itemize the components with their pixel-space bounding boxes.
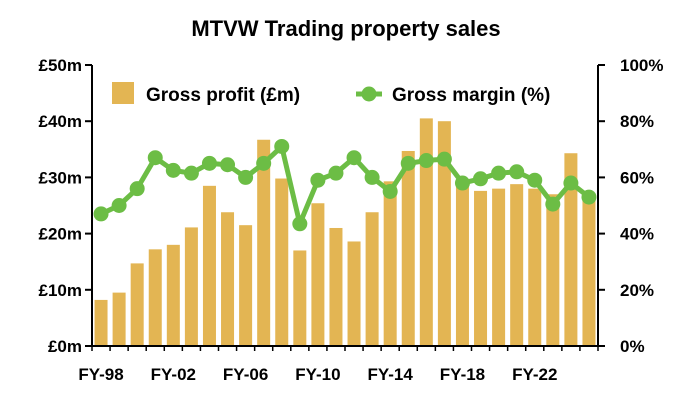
x-tick-label: FY-98 <box>78 365 123 384</box>
margin-point-FY-99 <box>111 198 127 213</box>
chart-title: MTVW Trading property sales <box>191 16 500 41</box>
left-tick-label: £0m <box>48 337 82 356</box>
bar-FY-17 <box>437 121 451 346</box>
left-tick-label: £40m <box>39 112 82 131</box>
left-tick-label: £10m <box>39 281 82 300</box>
bar-FY-98 <box>94 299 108 346</box>
line-series <box>93 138 597 232</box>
left-tick-label: £20m <box>39 225 82 244</box>
margin-point-FY-05 <box>220 157 236 173</box>
legend-line-marker <box>361 86 377 102</box>
margin-point-FY-10 <box>310 172 326 188</box>
margin-point-FY-25 <box>581 189 597 205</box>
bar-FY-03 <box>184 227 198 346</box>
bar-FY-01 <box>148 249 162 346</box>
bar-FY-00 <box>130 263 144 346</box>
right-tick-label: 20% <box>620 281 654 300</box>
margin-point-FY-23 <box>545 196 561 212</box>
bar-FY-18 <box>455 181 469 346</box>
margin-point-FY-17 <box>436 151 452 167</box>
margin-point-FY-04 <box>201 155 217 171</box>
margin-point-FY-12 <box>346 150 362 166</box>
margin-point-FY-07 <box>256 155 272 171</box>
bar-FY-16 <box>419 118 433 346</box>
margin-point-FY-06 <box>238 169 254 185</box>
right-tick-label: 40% <box>620 225 654 244</box>
margin-point-FY-20 <box>491 165 507 181</box>
legend-line-label: Gross margin (%) <box>392 85 550 106</box>
margin-point-FY-13 <box>364 169 380 185</box>
bar-FY-15 <box>401 150 415 346</box>
bar-FY-21 <box>510 184 524 346</box>
margin-point-FY-08 <box>274 138 290 154</box>
margin-point-FY-01 <box>147 150 163 166</box>
margin-point-FY-21 <box>509 164 525 180</box>
bar-FY-24 <box>564 153 578 346</box>
bar-FY-23 <box>546 194 560 346</box>
left-tick-label: £30m <box>39 168 82 187</box>
bar-FY-07 <box>257 139 271 346</box>
bar-FY-20 <box>492 188 506 346</box>
bar-FY-06 <box>239 225 253 346</box>
bar-FY-13 <box>365 212 379 346</box>
margin-point-FY-98 <box>93 206 109 222</box>
margin-point-FY-03 <box>183 165 199 181</box>
x-tick-label: FY-02 <box>151 365 196 384</box>
bar-FY-25 <box>582 198 596 346</box>
axes: £0m £10m £20m £30m £40m £50m 0% 20% 40% 60% 80% 100… <box>39 56 664 384</box>
x-tick-label: FY-18 <box>440 365 485 384</box>
bar-series <box>94 118 596 346</box>
x-tick-label: FY-22 <box>512 365 557 384</box>
right-tick-label: 80% <box>620 112 654 131</box>
bar-FY-05 <box>221 212 235 346</box>
left-tick-label: £50m <box>39 56 82 75</box>
bar-FY-11 <box>329 227 343 346</box>
legend: Gross profit (£m) Gross margin (%) <box>112 82 550 106</box>
margin-point-FY-16 <box>418 153 434 169</box>
bar-FY-19 <box>474 190 488 346</box>
bar-FY-12 <box>347 241 361 346</box>
bar-FY-09 <box>293 250 307 346</box>
bar-FY-10 <box>311 203 325 346</box>
bar-FY-02 <box>166 244 180 346</box>
bar-FY-22 <box>528 188 542 346</box>
margin-point-FY-11 <box>328 165 344 181</box>
margin-point-FY-15 <box>400 155 416 171</box>
legend-bar-label: Gross profit (£m) <box>146 85 300 106</box>
right-tick-label: 0% <box>620 337 645 356</box>
margin-point-FY-14 <box>382 183 398 199</box>
margin-point-FY-24 <box>563 175 579 191</box>
bar-FY-08 <box>275 178 289 346</box>
x-tick-label: FY-14 <box>367 365 413 384</box>
bar-FY-14 <box>383 181 397 346</box>
right-tick-label: 100% <box>620 56 663 75</box>
bar-FY-99 <box>112 292 126 346</box>
margin-point-FY-19 <box>473 171 489 187</box>
margin-point-FY-00 <box>129 181 145 197</box>
margin-point-FY-09 <box>292 216 308 232</box>
bar-FY-04 <box>202 185 216 346</box>
margin-point-FY-22 <box>527 172 543 188</box>
x-tick-label: FY-06 <box>223 365 268 384</box>
right-tick-label: 60% <box>620 168 654 187</box>
margin-line <box>99 143 591 227</box>
margin-point-FY-18 <box>454 175 470 191</box>
legend-bar-swatch <box>112 82 134 104</box>
margin-point-FY-02 <box>165 162 181 178</box>
x-tick-label: FY-10 <box>295 365 340 384</box>
